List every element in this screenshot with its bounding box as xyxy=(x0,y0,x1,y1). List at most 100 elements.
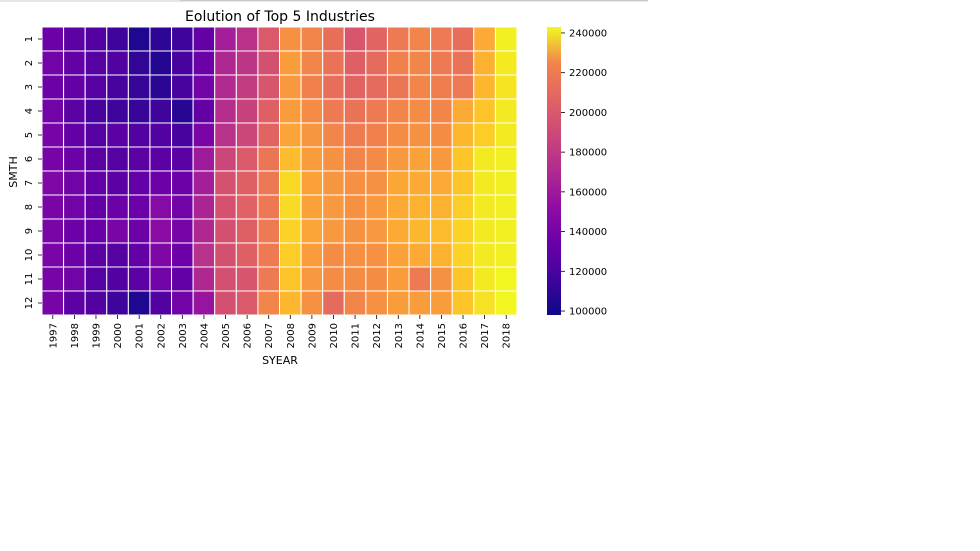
heatmap-cell xyxy=(127,74,151,100)
heatmap-cell xyxy=(63,170,86,196)
heatmap-cell xyxy=(84,98,108,124)
colorbar-tick-label: 200000 xyxy=(569,108,607,119)
heatmap-cell xyxy=(343,122,367,148)
heatmap-cell xyxy=(106,194,129,220)
heatmap-cell xyxy=(386,170,410,196)
heatmap-cell xyxy=(257,146,280,172)
heatmap-cell xyxy=(149,74,173,100)
heatmap-cell xyxy=(322,218,345,244)
heatmap-cell xyxy=(41,242,65,268)
heatmap-cell xyxy=(343,242,367,268)
y-axis-label: SMTH xyxy=(7,156,20,187)
heatmap-cell xyxy=(279,26,302,52)
heatmap-cell xyxy=(365,50,388,76)
heatmap-cell xyxy=(127,26,151,52)
x-tick-label: 2002 xyxy=(156,323,167,348)
heatmap-cell xyxy=(149,266,173,292)
heatmap-cell xyxy=(192,74,216,100)
heatmap-cell xyxy=(192,194,216,220)
heatmap-cell xyxy=(365,26,388,52)
heatmap-cell xyxy=(214,218,237,244)
heatmap-cell xyxy=(149,146,173,172)
heatmap-cell xyxy=(494,218,518,244)
heatmap-cell xyxy=(41,170,65,196)
x-tick-label: 2018 xyxy=(502,323,513,348)
heatmap-cell xyxy=(127,98,151,124)
heatmap-cell xyxy=(365,194,388,220)
heatmap-cell xyxy=(257,194,280,220)
heatmap-cell xyxy=(127,290,151,316)
x-tick-label: 2003 xyxy=(178,323,189,348)
heatmap-cell xyxy=(451,218,475,244)
heatmap-cell xyxy=(451,74,475,100)
heatmap-cell xyxy=(473,26,496,52)
heatmap-cell xyxy=(473,98,496,124)
x-tick-label: 2008 xyxy=(286,323,297,348)
heatmap-cell xyxy=(300,146,324,172)
heatmap-cell xyxy=(84,74,108,100)
heatmap-cell xyxy=(408,290,432,316)
heatmap-cell xyxy=(63,290,86,316)
heatmap-cell xyxy=(451,122,475,148)
heatmap-cell xyxy=(257,170,280,196)
heatmap-cell xyxy=(84,170,108,196)
heatmap-cell xyxy=(473,146,496,172)
heatmap-cell xyxy=(106,26,129,52)
heatmap-cell xyxy=(106,242,129,268)
heatmap-cell xyxy=(386,242,410,268)
heatmap-cell xyxy=(63,98,86,124)
heatmap-cell xyxy=(192,98,216,124)
heatmap-cell xyxy=(451,26,475,52)
chart-title: Eolution of Top 5 Industries xyxy=(185,9,375,25)
top-rule-accent xyxy=(180,0,648,1)
heatmap-cell xyxy=(473,122,496,148)
heatmap-cell xyxy=(192,146,216,172)
heatmap-cell xyxy=(84,218,108,244)
heatmap-cell xyxy=(257,50,280,76)
heatmap-cell xyxy=(214,266,237,292)
x-tick-label: 2005 xyxy=(221,323,232,348)
x-tick-label: 2017 xyxy=(480,323,491,348)
heatmap-cell xyxy=(343,290,367,316)
heatmap-cell xyxy=(430,26,453,52)
x-tick-label: 2016 xyxy=(459,323,470,348)
heatmap-cell xyxy=(235,50,259,76)
heatmap-cell xyxy=(84,290,108,316)
heatmap-cell xyxy=(149,122,173,148)
heatmap-cell xyxy=(41,122,65,148)
colorbar xyxy=(547,27,561,315)
heatmap-cell xyxy=(386,26,410,52)
heatmap-cell xyxy=(84,122,108,148)
y-tick-label: 7 xyxy=(24,180,35,186)
x-tick-label: 2009 xyxy=(307,323,318,348)
heatmap-cell xyxy=(41,146,65,172)
heatmap-cell xyxy=(430,242,453,268)
heatmap-cell xyxy=(127,122,151,148)
heatmap-cell xyxy=(494,194,518,220)
heatmap-cell xyxy=(192,170,216,196)
heatmap-cell xyxy=(300,170,324,196)
heatmap-cell xyxy=(408,170,432,196)
heatmap-cell xyxy=(408,74,432,100)
heatmap-cell xyxy=(451,242,475,268)
heatmap-cell xyxy=(322,170,345,196)
heatmap-cell xyxy=(322,122,345,148)
heatmap-cell xyxy=(214,290,237,316)
heatmap-cell xyxy=(451,50,475,76)
heatmap-cell xyxy=(63,50,86,76)
heatmap-cell xyxy=(408,266,432,292)
heatmap-cell xyxy=(343,266,367,292)
heatmap-cell xyxy=(408,98,432,124)
colorbar-tick-label: 220000 xyxy=(569,68,607,79)
heatmap-cell xyxy=(149,242,173,268)
heatmap-cell xyxy=(127,266,151,292)
heatmap-cell xyxy=(192,290,216,316)
heatmap-cell xyxy=(214,146,237,172)
heatmap-cell xyxy=(84,266,108,292)
heatmap-cell xyxy=(300,266,324,292)
heatmap-cell xyxy=(494,50,518,76)
heatmap-cell xyxy=(322,194,345,220)
x-tick-label: 2004 xyxy=(199,323,210,348)
heatmap-cell xyxy=(473,266,496,292)
